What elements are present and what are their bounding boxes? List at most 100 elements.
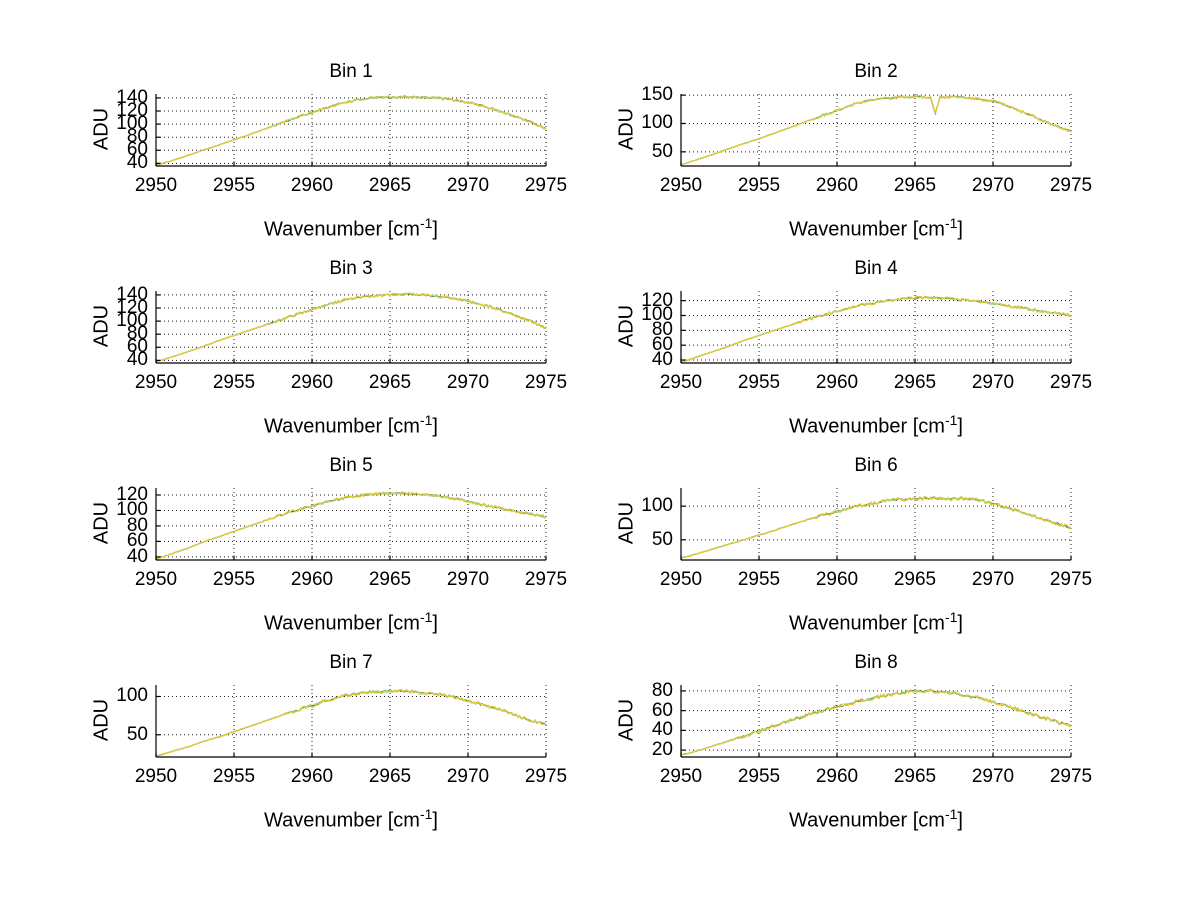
x-tick-label: 2970 <box>446 175 490 196</box>
x-axis-label-superscript: -1 <box>944 806 958 822</box>
x-axis-label: Wavenumber [cm-1] <box>680 802 1072 833</box>
subplot-bin-3: Bin 3 ADU Wavenumber [cm-1] 40 60 80 100 120… <box>45 248 590 443</box>
y-tick-label: 100 <box>116 113 148 135</box>
subplot-title: Bin 2 <box>854 61 898 82</box>
x-axis-label-superscript: -1 <box>944 609 958 625</box>
spectrum-line-cyan <box>155 689 547 757</box>
plot-area <box>155 291 547 364</box>
y-tick-label: 80 <box>126 126 148 148</box>
y-tick-label: 50 <box>651 140 673 162</box>
y-tick-label: 100 <box>641 112 673 134</box>
y-tick-label: 60 <box>651 334 673 356</box>
x-axis-label-text: ] <box>432 612 438 635</box>
x-axis-label: Wavenumber [cm-1] <box>680 605 1072 636</box>
spectrum-line-green <box>155 94 547 167</box>
spectrum-line-yellow <box>680 295 1072 363</box>
grid <box>156 685 547 757</box>
axis-spines <box>155 488 547 561</box>
y-tick-label: 100 <box>116 310 148 332</box>
y-tick-label: 50 <box>651 528 673 550</box>
spectrum-line-green <box>680 95 1072 166</box>
axis-spines <box>680 291 1072 364</box>
x-axis-label-text: Wavenumber [cm <box>264 415 420 438</box>
subplot-title: Bin 5 <box>329 455 373 476</box>
x-axis-label-superscript: -1 <box>419 412 433 428</box>
x-axis-label-text: ] <box>957 612 963 635</box>
y-tick-label: 120 <box>116 297 148 319</box>
x-tick-label: 2970 <box>971 175 1015 196</box>
x-tick-label: 2960 <box>290 569 334 590</box>
grid <box>681 94 1072 166</box>
x-tick-label: 2960 <box>290 766 334 787</box>
plot-area <box>680 291 1072 364</box>
subplot-bin-8: Bin 8 ADU Wavenumber [cm-1] 20 40 60 80 2950… <box>570 642 1115 837</box>
plot-area <box>680 488 1072 561</box>
x-axis-label: Wavenumber [cm-1] <box>680 211 1072 242</box>
spectrum-line-green <box>155 689 547 757</box>
x-tick-label: 2960 <box>290 175 334 196</box>
spectrum-line-cyan <box>155 95 547 167</box>
spectrum-line-green <box>680 496 1072 559</box>
subplot-bin-1: Bin 1 ADU Wavenumber [cm-1] 40 60 80 100 120… <box>45 51 590 246</box>
spectrum-line-cyan <box>680 95 1072 166</box>
plot-area <box>155 488 547 561</box>
spectrum-line-black <box>680 495 1072 559</box>
x-tick-label: 2975 <box>1049 766 1093 787</box>
x-axis-label-text: ] <box>957 415 963 438</box>
x-tick-label: 2955 <box>212 766 256 787</box>
x-tick-label: 2965 <box>368 175 412 196</box>
x-tick-label: 2950 <box>134 766 178 787</box>
x-tick-label: 2965 <box>893 175 937 196</box>
subplot-bin-2: Bin 2 ADU Wavenumber [cm-1] 50 100 150 2950… <box>570 51 1115 246</box>
axis-spines <box>155 685 547 758</box>
grid <box>156 291 547 363</box>
x-axis-label-text: ] <box>432 415 438 438</box>
axis-spines <box>680 94 1072 167</box>
spectrum-line-cyan <box>155 292 547 362</box>
spectrum-line-yellow <box>155 491 547 561</box>
x-tick-label: 2965 <box>893 372 937 393</box>
y-tick-label: 100 <box>116 685 148 707</box>
x-tick-label: 2960 <box>815 175 859 196</box>
subplot-title: Bin 7 <box>329 652 373 673</box>
y-tick-label: 150 <box>641 84 673 106</box>
grid <box>156 488 547 560</box>
spectrum-line-yellow <box>155 292 547 363</box>
x-tick-label: 2965 <box>368 569 412 590</box>
x-axis-label-text: Wavenumber [cm <box>789 415 945 438</box>
x-tick-label: 2975 <box>1049 175 1093 196</box>
x-axis-label-superscript: -1 <box>419 215 433 231</box>
x-tick-label: 2970 <box>971 372 1015 393</box>
subplot-bin-6: Bin 6 ADU Wavenumber [cm-1] 50 100 2950 295… <box>570 445 1115 640</box>
subplot-bin-7: Bin 7 ADU Wavenumber [cm-1] 50 100 2950 295… <box>45 642 590 837</box>
plot-area <box>680 94 1072 167</box>
spectrum-line-cyan <box>155 491 547 561</box>
x-tick-label: 2950 <box>659 569 703 590</box>
x-axis-label: Wavenumber [cm-1] <box>155 605 547 636</box>
x-axis-label: Wavenumber [cm-1] <box>155 408 547 439</box>
spectrum-line-cyan <box>680 295 1072 363</box>
spectrum-line-yellow <box>680 688 1072 756</box>
subplot-title: Bin 3 <box>329 258 373 279</box>
y-tick-label: 40 <box>126 545 148 567</box>
subplot-title: Bin 6 <box>854 455 898 476</box>
y-tick-label: 120 <box>116 100 148 122</box>
x-tick-label: 2950 <box>659 372 703 393</box>
x-tick-label: 2955 <box>212 569 256 590</box>
x-axis-label-text: Wavenumber [cm <box>264 809 420 832</box>
spectrum-line-black <box>680 688 1072 756</box>
x-tick-label: 2970 <box>446 766 490 787</box>
subplot-title: Bin 1 <box>329 61 373 82</box>
x-axis-label-superscript: -1 <box>944 412 958 428</box>
subplot-title: Bin 8 <box>854 652 898 673</box>
x-tick-label: 2970 <box>971 766 1015 787</box>
x-tick-label: 2955 <box>737 175 781 196</box>
x-axis-label: Wavenumber [cm-1] <box>680 408 1072 439</box>
subplot-bin-5: Bin 5 ADU Wavenumber [cm-1] 40 60 80 100 120… <box>45 445 590 640</box>
x-axis-label-text: Wavenumber [cm <box>789 218 945 241</box>
y-tick-label: 80 <box>651 319 673 341</box>
y-tick-label: 120 <box>641 289 673 311</box>
spectrum-line-black <box>680 94 1072 166</box>
x-tick-label: 2960 <box>815 372 859 393</box>
x-tick-label: 2950 <box>659 175 703 196</box>
